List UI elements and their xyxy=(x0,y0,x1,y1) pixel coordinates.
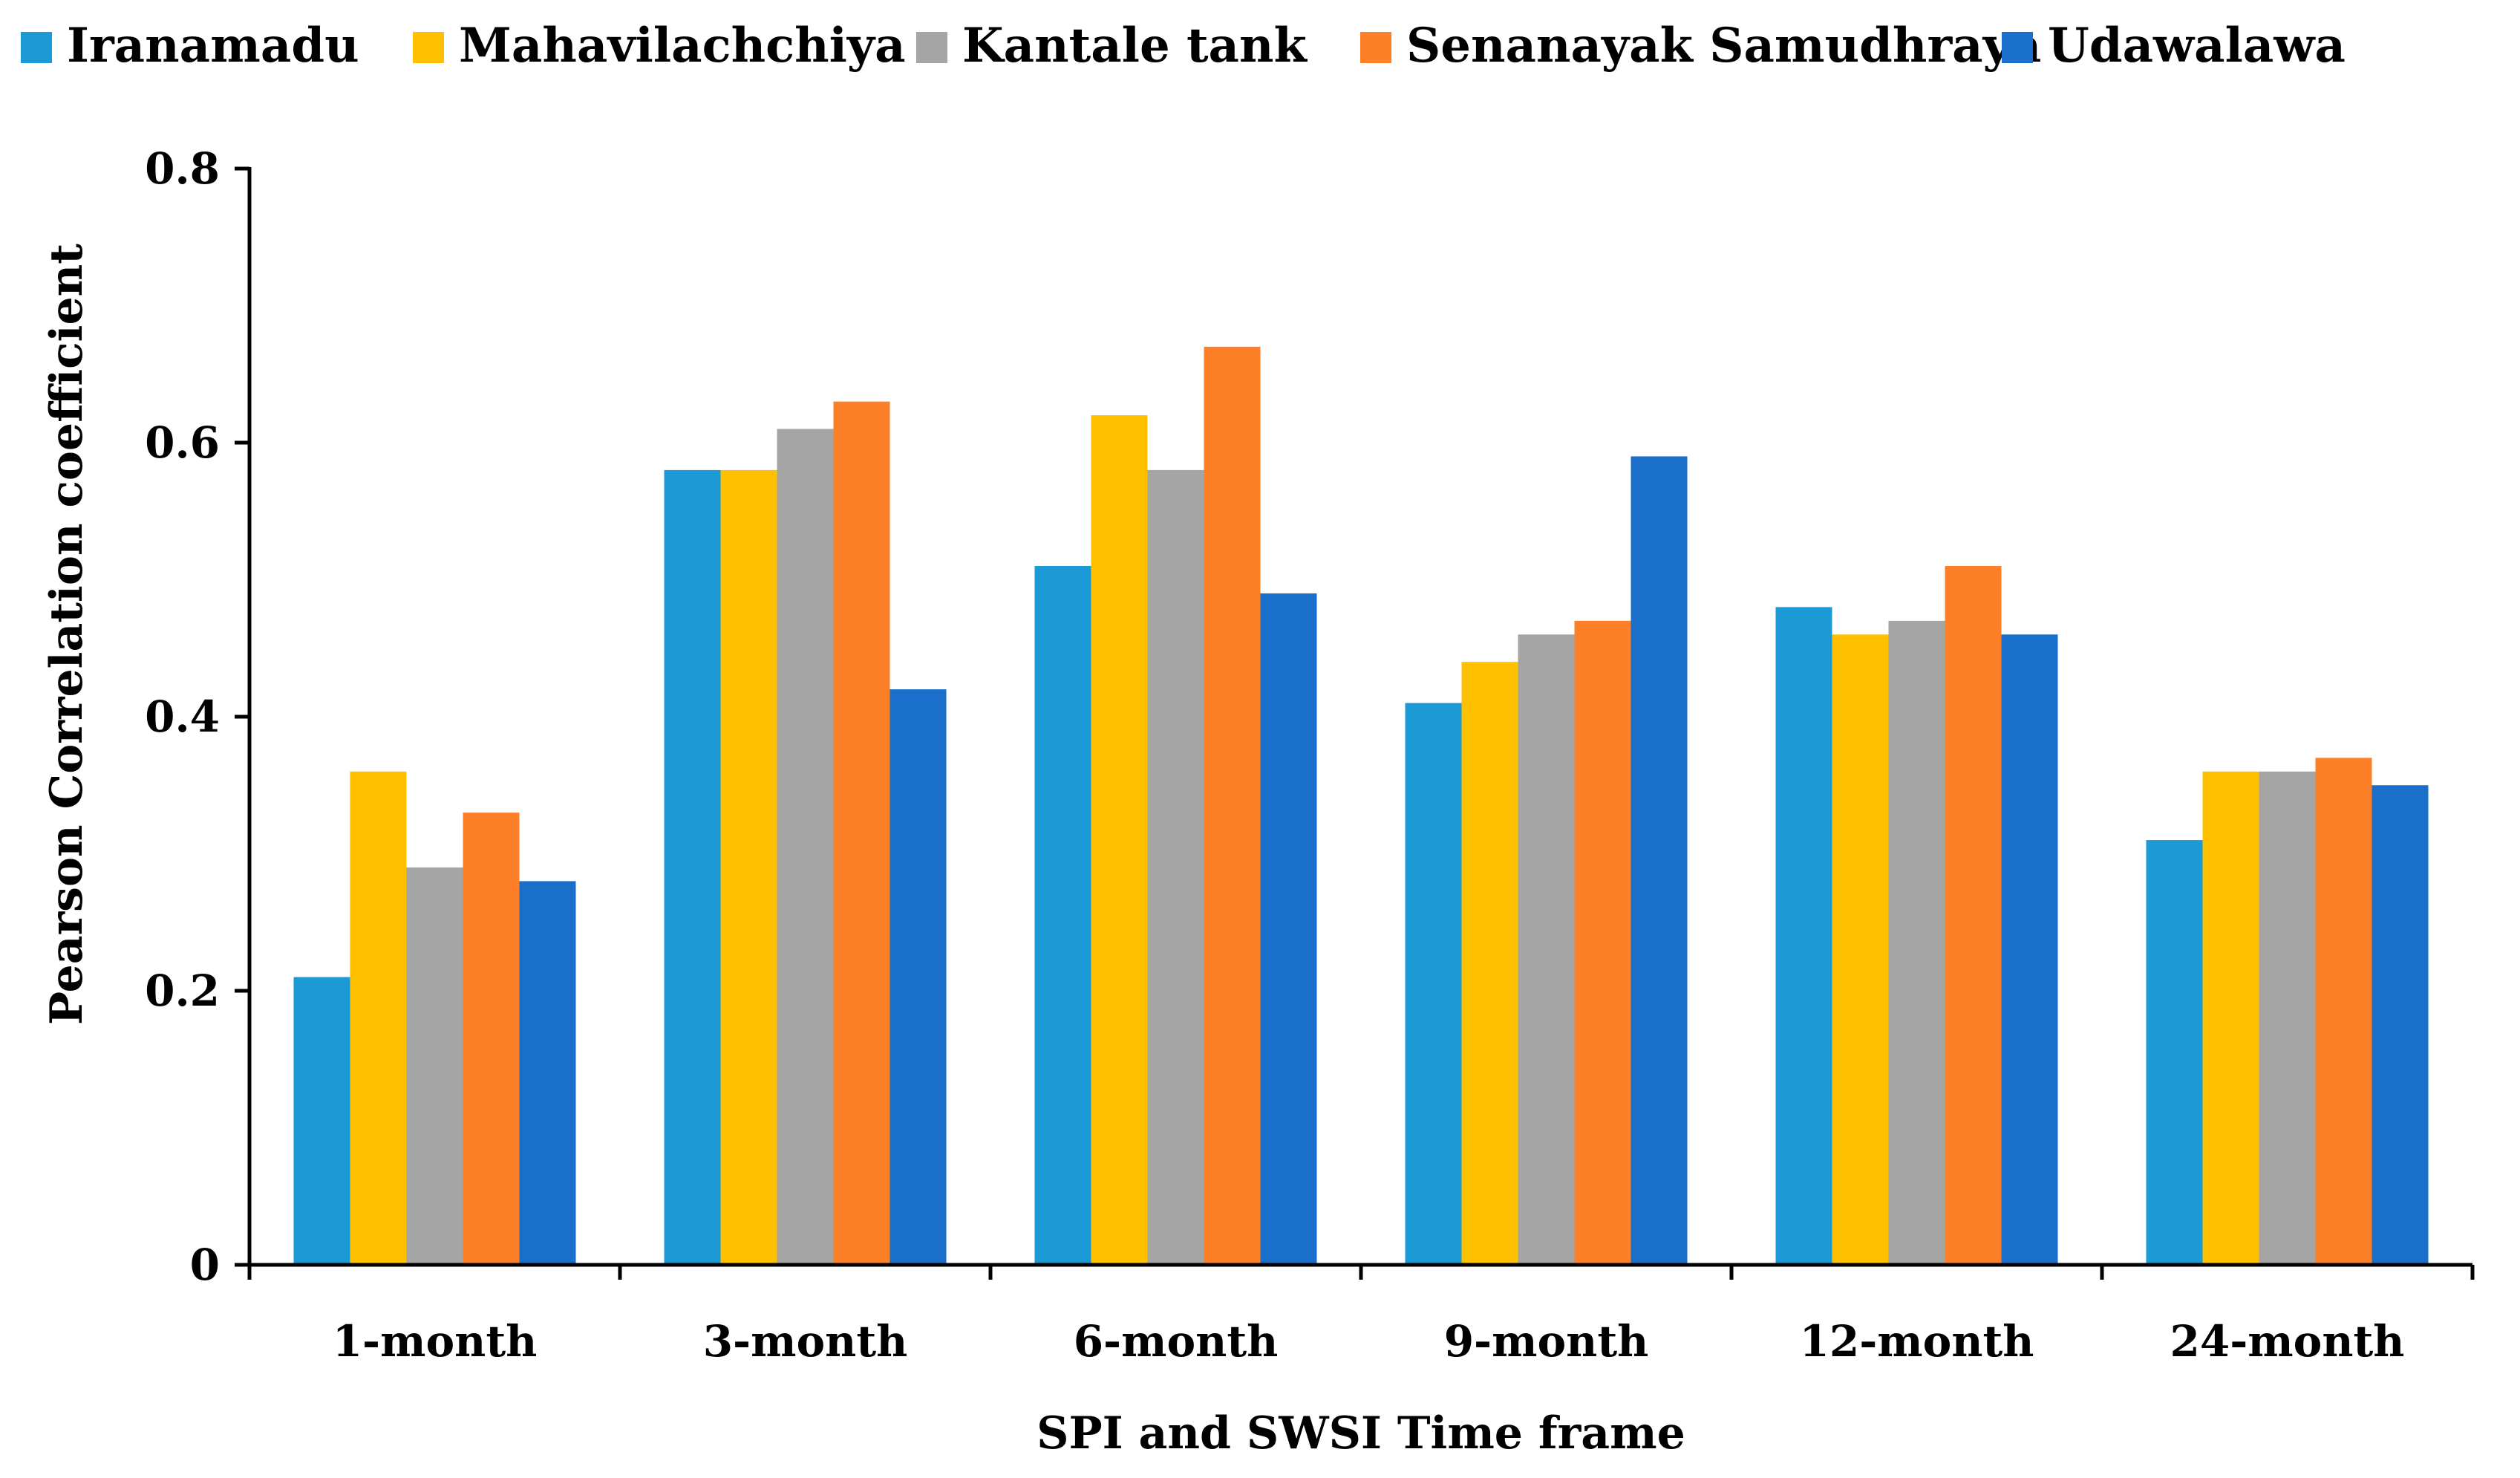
bar-senanayak-samudhraya-6-month xyxy=(1204,346,1261,1266)
bar-iranamadu-1-month xyxy=(293,977,350,1265)
bar-udawalawa-6-month xyxy=(1260,593,1317,1265)
bar-iranamadu-6-month xyxy=(1034,566,1091,1265)
bar-udawalawa-12-month xyxy=(2001,634,2058,1265)
bar-mahavilachchiya-24-month xyxy=(2202,771,2259,1265)
legend-label: Kantale tank xyxy=(962,18,1308,74)
legend-item-kantale-tank: Kantale tank xyxy=(916,18,1308,74)
legend-label: Mahavilachchiya xyxy=(459,18,906,74)
legend: Iranamadu Mahavilachchiya Kantale tank Sena… xyxy=(21,18,2346,74)
x-tick-label: 12-month xyxy=(1800,1316,2034,1367)
x-tick-label: 6-month xyxy=(1074,1316,1279,1367)
legend-swatch xyxy=(21,32,52,63)
legend-label: Iranamadu xyxy=(67,18,359,74)
x-axis: 1-month 3-month 6-month 9-month 12-month 24-m… xyxy=(247,1263,2475,1367)
bar-iranamadu-12-month xyxy=(1775,607,1832,1265)
legend-swatch xyxy=(916,32,947,63)
bar-senanayak-samudhraya-1-month xyxy=(463,813,520,1265)
bar-kantale-tank-1-month xyxy=(406,867,463,1265)
x-axis-title: SPI and SWSI Time frame xyxy=(1037,1407,1685,1459)
y-axis-title: Pearson Correlation coefficient xyxy=(41,244,93,1025)
bar-udawalawa-9-month xyxy=(1631,456,1688,1266)
bar-kantale-tank-24-month xyxy=(2259,771,2316,1265)
plot-area: 0 0.2 0.4 0.6 0.8 1-month 3-month 6-month 9-mon… xyxy=(145,143,2475,1367)
bar-iranamadu-3-month xyxy=(664,469,721,1265)
bar-mahavilachchiya-1-month xyxy=(350,771,407,1265)
legend-swatch xyxy=(2002,32,2033,63)
bar-mahavilachchiya-9-month xyxy=(1461,662,1518,1265)
bar-mahavilachchiya-6-month xyxy=(1091,415,1148,1265)
bars xyxy=(293,346,2429,1266)
y-tick-label: 0.6 xyxy=(145,417,220,468)
legend-swatch xyxy=(1360,32,1391,63)
bar-kantale-tank-3-month xyxy=(777,429,834,1265)
y-tick-label: 0 xyxy=(190,1240,220,1290)
legend-label: Udawalawa xyxy=(2048,18,2346,74)
bar-senanayak-samudhraya-3-month xyxy=(833,401,890,1265)
bar-senanayak-samudhraya-9-month xyxy=(1574,620,1631,1265)
bar-kantale-tank-12-month xyxy=(1888,620,1945,1265)
bar-udawalawa-24-month xyxy=(2372,785,2429,1265)
bar-udawalawa-1-month xyxy=(519,881,576,1265)
y-axis: 0 0.2 0.4 0.6 0.8 xyxy=(145,143,252,1290)
y-tick-label: 0.8 xyxy=(145,143,220,194)
x-tick-label: 3-month xyxy=(703,1316,908,1367)
bar-udawalawa-3-month xyxy=(889,689,947,1265)
bar-senanayak-samudhraya-24-month xyxy=(2315,758,2372,1265)
legend-item-iranamadu: Iranamadu xyxy=(21,18,359,74)
bar-senanayak-samudhraya-12-month xyxy=(1945,566,2002,1265)
bar-iranamadu-9-month xyxy=(1405,703,1462,1265)
legend-item-udawalawa: Udawalawa xyxy=(2002,18,2346,74)
legend-item-mahavilachchiya: Mahavilachchiya xyxy=(413,18,906,74)
x-tick-label: 1-month xyxy=(333,1316,538,1367)
y-tick-label: 0.2 xyxy=(145,966,220,1016)
bar-mahavilachchiya-12-month xyxy=(1832,634,1889,1265)
bar-kantale-tank-6-month xyxy=(1147,469,1204,1265)
legend-swatch xyxy=(413,32,444,63)
bar-mahavilachchiya-3-month xyxy=(720,469,777,1265)
x-tick-label: 9-month xyxy=(1444,1316,1649,1367)
x-tick-label: 24-month xyxy=(2170,1316,2405,1367)
bar-kantale-tank-9-month xyxy=(1518,634,1575,1265)
y-tick-label: 0.4 xyxy=(145,691,220,742)
bar-iranamadu-24-month xyxy=(2146,840,2203,1265)
legend-label: Senanayak Samudhraya xyxy=(1406,18,2041,74)
legend-item-senanayak-samudhraya: Senanayak Samudhraya xyxy=(1360,18,2041,74)
